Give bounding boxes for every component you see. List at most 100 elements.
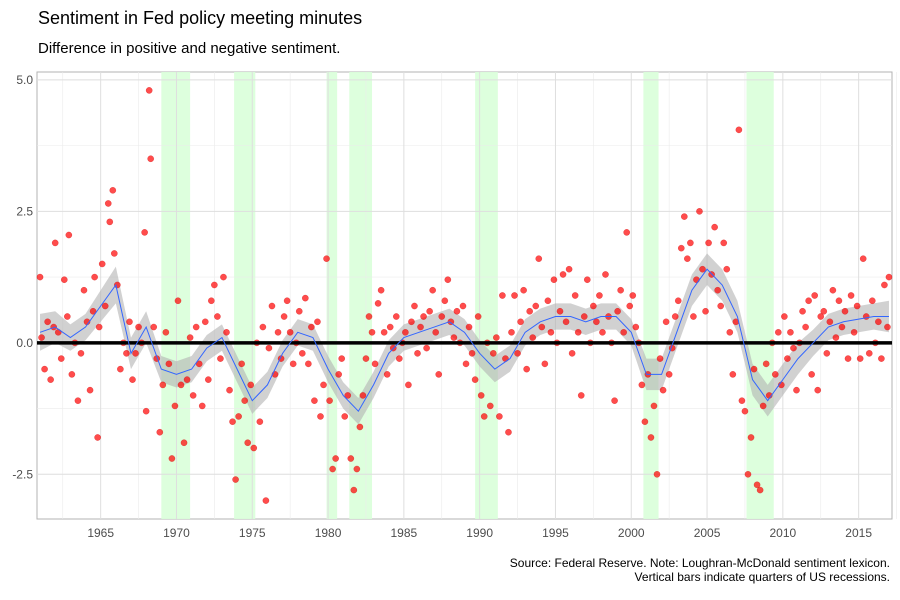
data-point-145: [462, 360, 470, 368]
data-point-220: [690, 313, 697, 320]
data-point-159: [505, 428, 512, 436]
data-point-116: [374, 300, 382, 307]
data-point-83: [274, 328, 282, 336]
chart-caption: Source: Federal Reserve. Note: Loughran-…: [510, 556, 890, 584]
data-point-172: [544, 297, 552, 305]
data-point-206: [647, 434, 655, 441]
recession-bar-0: [161, 72, 191, 519]
data-point-118: [380, 328, 388, 336]
x-tick-label-6: 1995: [542, 526, 569, 540]
data-point-113: [365, 313, 373, 320]
data-point-26: [106, 218, 114, 226]
data-point-214: [671, 313, 679, 320]
data-point-50: [174, 297, 182, 305]
data-point-49: [171, 402, 179, 410]
data-point-71: [238, 360, 246, 368]
data-point-272: [847, 292, 855, 299]
data-point-25: [104, 200, 112, 207]
data-point-247: [771, 371, 779, 378]
data-point-122: [392, 313, 400, 320]
data-point-79: [262, 497, 270, 504]
data-point-68: [229, 418, 236, 426]
data-point-260: [811, 292, 819, 299]
data-point-166: [526, 307, 534, 315]
data-point-29: [113, 281, 121, 289]
data-point-203: [638, 381, 646, 389]
data-point-120: [386, 323, 394, 331]
data-point-97: [317, 413, 324, 420]
data-point-170: [538, 323, 546, 331]
data-point-128: [411, 302, 418, 310]
data-point-73: [244, 439, 252, 447]
data-point-125: [402, 328, 409, 336]
data-point-24: [101, 302, 109, 310]
data-point-63: [214, 313, 221, 320]
data-point-268: [835, 297, 843, 305]
x-tick-labels: 1965 1970 1975 1980 1985 1990 1995 2000 2005 2010…: [87, 526, 872, 540]
data-point-263: [820, 307, 828, 315]
data-point-90: [295, 307, 303, 315]
x-tick-label-1: 1970: [163, 526, 190, 540]
data-point-33: [126, 318, 133, 326]
data-point-139: [444, 276, 452, 284]
data-point-100: [326, 397, 333, 405]
data-point-81: [268, 302, 276, 310]
data-point-196: [617, 286, 624, 294]
data-point-256: [799, 307, 806, 315]
data-point-0: [36, 273, 44, 281]
data-point-243: [759, 402, 767, 410]
data-point-179: [565, 265, 573, 273]
x-tick-label-4: 1985: [391, 526, 418, 540]
data-point-163: [517, 318, 524, 326]
x-tick-label-3: 1980: [315, 526, 342, 540]
data-point-279: [868, 297, 876, 305]
data-point-164: [520, 286, 527, 294]
data-point-269: [838, 323, 846, 331]
data-point-111: [359, 392, 367, 399]
data-point-96: [314, 318, 321, 326]
data-point-48: [168, 455, 176, 462]
data-point-144: [459, 302, 467, 310]
data-point-150: [477, 392, 485, 399]
data-point-110: [356, 423, 364, 431]
data-point-30: [117, 365, 124, 373]
data-point-238: [744, 470, 752, 478]
caption-line-2: Vertical bars indicate quarters of US re…: [634, 570, 890, 584]
data-point-11: [65, 231, 73, 239]
data-point-161: [511, 292, 518, 299]
data-point-39: [142, 407, 150, 415]
data-point-258: [805, 297, 812, 305]
data-point-189: [596, 292, 603, 299]
data-point-95: [311, 397, 318, 405]
data-point-204: [641, 418, 649, 426]
x-tick-label-2: 1975: [239, 526, 266, 540]
data-point-131: [420, 313, 427, 320]
data-point-267: [832, 334, 840, 341]
data-point-257: [802, 323, 809, 331]
data-point-117: [377, 286, 385, 294]
data-point-199: [626, 302, 634, 310]
data-point-147: [468, 349, 476, 357]
data-point-133: [426, 307, 433, 315]
data-point-80: [265, 344, 273, 352]
data-point-74: [247, 381, 255, 389]
data-point-51: [177, 381, 185, 389]
data-point-221: [693, 276, 700, 284]
x-tick-label-0: 1965: [87, 526, 114, 540]
data-point-244: [762, 360, 770, 368]
data-point-46: [162, 328, 170, 336]
data-point-167: [529, 334, 537, 341]
data-point-153: [486, 402, 494, 410]
data-point-15: [77, 349, 85, 357]
data-point-160: [508, 328, 515, 336]
x-tick-label-7: 2000: [618, 526, 645, 540]
y-tick-label-0: -2.5: [12, 467, 33, 481]
data-point-225: [705, 239, 712, 247]
y-tick-label-1: 0.0: [16, 336, 33, 350]
data-point-86: [283, 297, 291, 305]
data-point-165: [523, 365, 531, 373]
data-point-34: [129, 376, 136, 383]
data-point-61: [207, 297, 215, 305]
data-point-134: [429, 286, 437, 294]
